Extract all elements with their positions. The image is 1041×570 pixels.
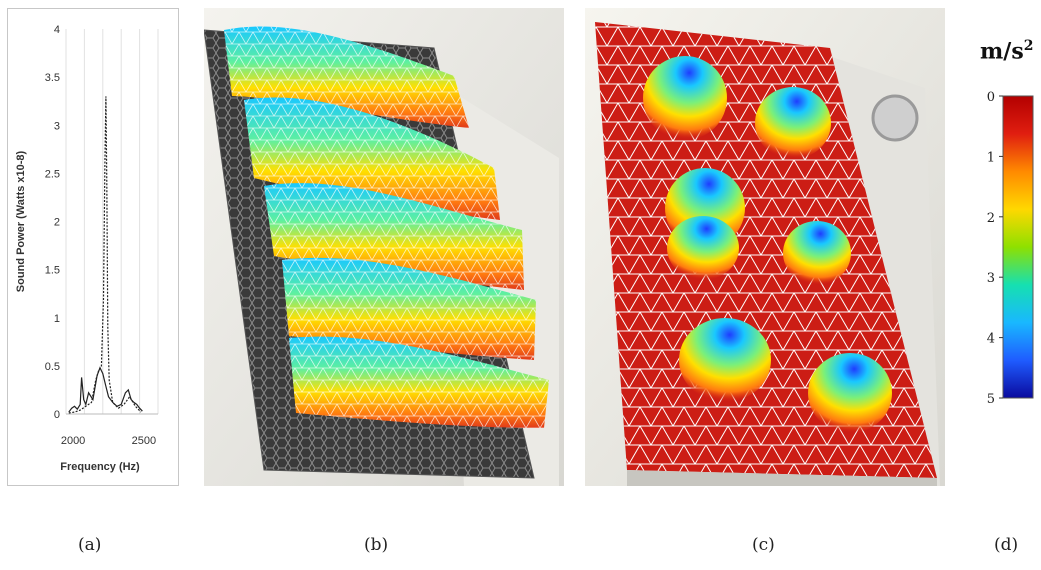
series-line-1 — [68, 366, 143, 413]
y-tick-label: 1.5 — [45, 265, 60, 277]
cones — [643, 56, 892, 433]
y-tick-label: 1 — [54, 313, 60, 325]
y-tick-label: 3 — [54, 120, 60, 132]
caption-d: (d) — [994, 535, 1019, 555]
wave-strips — [224, 26, 549, 428]
caption-b: (b) — [364, 535, 389, 555]
caption-a: (a) — [78, 535, 102, 555]
colorbar-tick-label: 4 — [987, 332, 995, 347]
x-tick-label: 2000 — [61, 435, 85, 447]
colorbar-tick-label: 0 — [987, 90, 995, 105]
y-tick-label: 2 — [54, 217, 60, 229]
y-tick-label: 3.5 — [45, 72, 60, 84]
x-tick-label: 2500 — [132, 435, 156, 447]
y-axis-title: Sound Power (Watts x10-8) — [15, 150, 27, 292]
colorbar-gradient — [1002, 95, 1034, 399]
series-line-2 — [68, 96, 142, 414]
colorbar-tick-label: 5 — [987, 392, 995, 407]
y-tick-label: 2.5 — [45, 168, 60, 180]
caption-c: (c) — [752, 535, 775, 555]
colorbar-tick-label: 3 — [987, 271, 995, 286]
x-axis-title: Frequency (Hz) — [60, 461, 140, 473]
colorbar: 0 1 2 3 4 5 — [975, 88, 1041, 408]
sound-power-chart-svg: 0 0.5 1 1.5 2 2.5 3 3.5 4 2000 2500 Sound Power (Wa… — [15, 24, 159, 473]
panel-c-render — [585, 8, 945, 486]
panel-b-figure — [203, 8, 564, 486]
sound-power-chart: 0 0.5 1 1.5 2 2.5 3 3.5 4 2000 2500 Sound Power (Wa… — [7, 8, 179, 486]
colorbar-tick-label: 2 — [987, 211, 995, 226]
y-tick-label: 0.5 — [45, 361, 60, 373]
panel-b-render — [203, 8, 564, 486]
colorbar-tick-label: 1 — [987, 150, 995, 165]
panel-c-figure — [585, 8, 945, 486]
y-tick-label: 0 — [54, 409, 60, 421]
y-tick-label: 4 — [54, 24, 60, 36]
colorbar-unit: m/s2 — [980, 38, 1034, 65]
colorbar-svg: 0 1 2 3 4 5 — [987, 90, 1034, 407]
